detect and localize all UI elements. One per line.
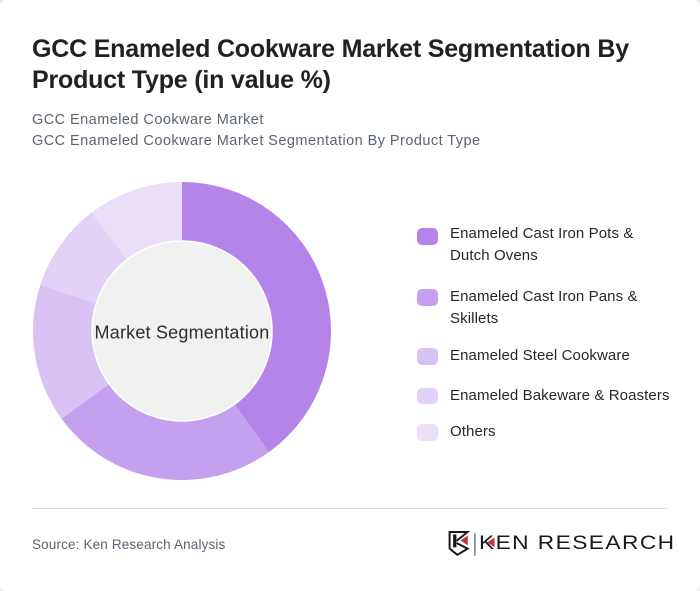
- svg-text:Market Segmentation: Market Segmentation: [95, 322, 270, 342]
